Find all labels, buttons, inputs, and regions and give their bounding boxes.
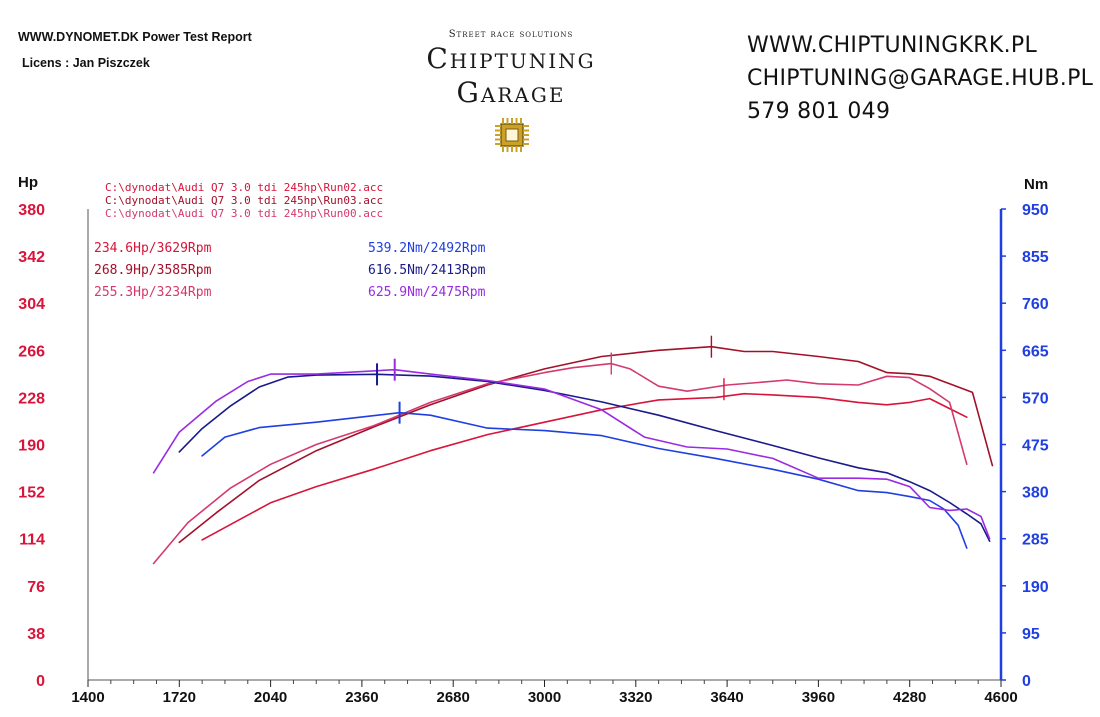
left-y-tick-label: 342 [18,249,45,266]
x-tick-label: 3320 [619,689,652,706]
torque-peak-label: 625.9Nm/2475Rpm [368,285,486,300]
phone-text: 579 801 049 [747,99,891,124]
right-y-tick-label: 285 [1022,532,1049,549]
right-y-tick-label: 570 [1022,390,1049,407]
license-label: Licens : Jan Piszczek [22,56,150,70]
series-line-3 [201,411,968,549]
left-y-tick-label: 380 [18,202,45,219]
email-text: CHIPTUNING@GARAGE.HUB.PL [747,66,1094,91]
x-tick-label: 1400 [71,689,104,706]
torque-peak-label: 539.2Nm/2492Rpm [368,241,486,256]
file-legend-entry: C:\dynodat\Audi Q7 3.0 tdi 245hp\Run02.a… [105,181,383,194]
file-legend-entry: C:\dynodat\Audi Q7 3.0 tdi 245hp\Run00.a… [105,207,383,220]
logo-line-2: Garage [456,76,566,109]
power-peak-label: 234.6Hp/3629Rpm [94,241,212,256]
right-y-tick-label: 950 [1022,202,1049,219]
right-y-tick-label: 855 [1022,249,1049,266]
chip-icon [495,118,529,152]
left-y-tick-label: 38 [27,626,45,643]
x-tick-label: 3640 [710,689,743,706]
left-y-tick-label: 114 [19,532,45,549]
right-y-tick-label: 760 [1022,296,1049,313]
right-y-tick-label: 475 [1022,438,1049,455]
left-y-tick-label: 0 [36,673,45,690]
power-peak-label: 255.3Hp/3234Rpm [94,285,212,300]
right-y-tick-label: 0 [1022,673,1031,690]
x-tick-label: 4600 [984,689,1017,706]
series-line-0 [201,392,968,541]
series-line-5 [152,368,991,540]
x-tick-label: 2040 [254,689,287,706]
file-legend-entry: C:\dynodat\Audi Q7 3.0 tdi 245hp\Run03.a… [105,194,383,207]
left-y-tick-label: 304 [18,296,45,313]
x-tick-label: 4280 [893,689,926,706]
left-y-tick-label: 266 [18,343,45,360]
left-unit-label: Hp [18,174,38,191]
chip-core [505,128,519,142]
torque-peak-label: 616.5Nm/2413Rpm [368,263,486,278]
left-y-tick-label: 76 [27,579,45,596]
website-text: WWW.CHIPTUNINGKRK.PL [747,33,1038,58]
left-y-tick-label: 152 [18,485,45,502]
x-tick-label: 2680 [437,689,470,706]
right-y-tick-label: 380 [1022,485,1049,502]
right-y-tick-label: 95 [1022,626,1040,643]
series-line-4 [178,373,991,543]
x-tick-label: 3000 [528,689,561,706]
right-y-tick-label: 190 [1022,579,1049,596]
right-y-tick-label: 665 [1022,343,1049,360]
series-line-2 [152,362,968,565]
logo-tagline: Street race solutions [448,29,574,40]
x-tick-label: 2360 [345,689,378,706]
report-title: WWW.DYNOMET.DK Power Test Report [18,30,252,44]
right-unit-label: Nm [1024,176,1048,193]
left-y-tick-label: 190 [18,438,45,455]
power-peak-label: 268.9Hp/3585Rpm [94,263,212,278]
x-tick-label: 1720 [163,689,196,706]
left-y-tick-label: 228 [18,390,45,407]
logo-line-1: Chiptuning [426,42,596,75]
x-tick-label: 3960 [802,689,835,706]
